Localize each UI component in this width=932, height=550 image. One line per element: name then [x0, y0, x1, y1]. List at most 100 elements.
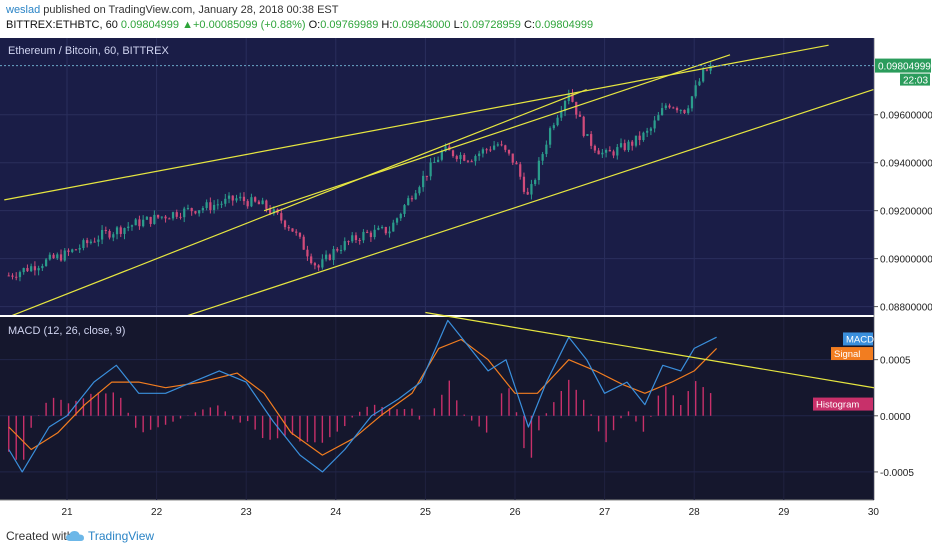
candle-body [71, 249, 74, 252]
candle-body [511, 153, 514, 163]
candle-body [459, 154, 462, 160]
legend-label: MACD [846, 334, 874, 345]
candle-body [500, 144, 503, 146]
candle-body [593, 145, 597, 151]
candle-body [362, 231, 365, 241]
candle-body [597, 150, 600, 155]
high-value: 0.09843000 [392, 19, 451, 31]
candle-body [351, 235, 354, 242]
candle-body [653, 120, 656, 129]
candle-body [63, 250, 66, 261]
symbol-label: BITTREX:ETHBTC, 60 [6, 19, 118, 31]
candle-body [470, 161, 473, 163]
candle-body [59, 254, 63, 261]
candle-body [287, 227, 290, 229]
candle-body [78, 247, 81, 250]
price-tick-label: 0.08800000 [880, 303, 932, 314]
legend-badge [843, 332, 873, 346]
candle-body [257, 201, 261, 205]
candle-body [160, 216, 163, 218]
candle-body [522, 176, 526, 192]
candle-body [526, 191, 529, 195]
candle-body [537, 160, 541, 181]
close-value: 0.09804999 [534, 19, 594, 31]
candle-body [134, 219, 137, 226]
candle-body [675, 107, 679, 111]
chart-area[interactable]: 0.09600000 0.09400000 0.09200000 0.09000000… [0, 38, 932, 522]
candle-body [586, 134, 589, 136]
publish-line: weslad published on TradingView.com, Jan… [6, 4, 338, 16]
candle-body [433, 161, 436, 163]
last-price-badge-label: 0.09804999 [878, 62, 931, 73]
candle-body [571, 93, 574, 102]
candle-body [616, 147, 619, 156]
candle-body [306, 249, 309, 257]
candle-body [687, 108, 690, 114]
candle-body [343, 241, 346, 250]
candle-body [48, 254, 51, 260]
candle-body [186, 208, 190, 210]
candle-body [310, 256, 313, 264]
candle-body [295, 231, 298, 233]
signal-line [8, 338, 718, 456]
price-axis-background [874, 38, 932, 522]
candle-body [444, 146, 447, 152]
close-label: C: [523, 19, 535, 31]
candle-body [563, 100, 567, 112]
legend-label: Histogram [816, 400, 859, 411]
candle-body [638, 135, 641, 141]
candle-body [489, 149, 492, 151]
candle-body [347, 241, 350, 243]
candle-body [582, 116, 585, 136]
candle-body [660, 108, 664, 116]
candle-body [541, 154, 544, 161]
candle-body [702, 69, 705, 82]
candle-body [358, 240, 361, 242]
candle-body [679, 109, 682, 111]
time-tick-label: 23 [241, 507, 253, 518]
candle-body [89, 241, 93, 244]
candle-body [339, 249, 343, 251]
candle-body [82, 240, 85, 248]
candle-body [485, 149, 488, 151]
tradingview-link[interactable]: TradingView [88, 529, 155, 543]
candle-body [422, 175, 425, 188]
candle-body [709, 65, 712, 71]
candle-body [646, 130, 649, 133]
candle-body [291, 228, 294, 232]
candle-body [478, 153, 481, 157]
candle-body [455, 156, 458, 160]
candle-body [138, 219, 141, 227]
candle-body [515, 162, 518, 165]
candle-body [56, 254, 59, 259]
countdown-label: 22:03 [903, 76, 928, 87]
chart-header: weslad published on TradingView.com, Jan… [0, 0, 932, 38]
candle-body [149, 216, 152, 224]
time-tick-label: 24 [330, 507, 342, 518]
author-link[interactable]: weslad [6, 4, 41, 16]
created-with-label: Created with [6, 529, 74, 543]
candle-body [683, 109, 686, 114]
price-pane-title: Ethereum / Bitcoin, 60, BITTREX [8, 45, 169, 57]
trendline [263, 54, 731, 212]
candles-group [7, 62, 712, 282]
candle-body [548, 128, 552, 145]
ohlc-line: BITTREX:ETHBTC, 60 0.09804999 ▲+0.000850… [6, 19, 593, 31]
candle-body [321, 259, 324, 268]
candle-body [164, 216, 167, 219]
last-price-badge [875, 58, 931, 73]
candle-body [171, 212, 175, 219]
candle-body [324, 254, 328, 260]
candle-body [145, 216, 149, 220]
time-tick-label: 21 [61, 507, 73, 518]
low-label: L: [453, 19, 463, 31]
publish-info: published on TradingView.com, January 28… [40, 4, 339, 16]
candle-body [690, 96, 694, 109]
candle-body [268, 208, 272, 214]
candle-body [395, 218, 399, 223]
candle-body [283, 220, 287, 228]
trendlines-group [4, 44, 874, 315]
candle-body [108, 230, 111, 238]
candle-body [130, 225, 134, 227]
macd-tick-label: 0.0000 [880, 412, 911, 423]
